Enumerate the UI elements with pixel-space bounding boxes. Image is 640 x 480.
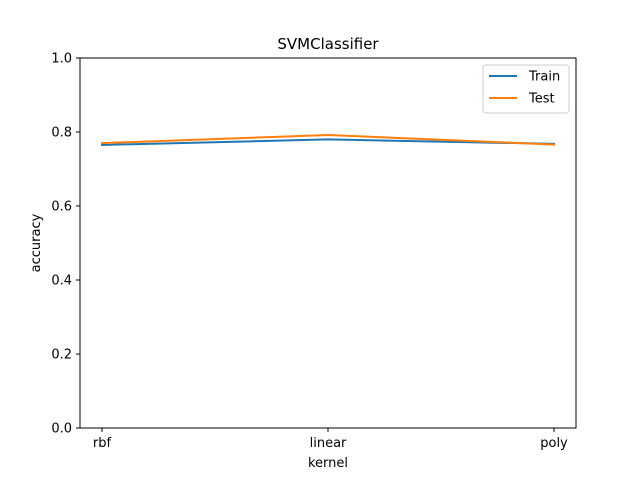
chart-title: SVMClassifier	[277, 35, 379, 53]
x-axis-label: kernel	[308, 456, 348, 471]
y-tick-label: 0.2	[51, 348, 72, 363]
y-axis-label: accuracy	[29, 213, 44, 272]
y-tick-label: 0.8	[51, 126, 72, 141]
x-tick-label: poly	[540, 436, 568, 451]
series-line-test	[100, 133, 556, 146]
legend-label-test: Test	[528, 92, 555, 107]
plot-area: 0.0 0.2 0.4 0.6 0.8 1.0 rbf linear poly	[51, 52, 568, 452]
axes-frame	[79, 57, 577, 429]
y-tick-label: 0.4	[51, 274, 72, 289]
y-tick-label: 1.0	[51, 52, 72, 67]
legend-label-train: Train	[528, 70, 560, 85]
x-tick-label: linear	[310, 436, 347, 451]
legend: Train Test	[482, 64, 570, 114]
y-tick-label: 0.6	[51, 200, 72, 215]
x-tick-label: rbf	[93, 436, 112, 451]
y-tick-label: 0.0	[51, 422, 72, 437]
